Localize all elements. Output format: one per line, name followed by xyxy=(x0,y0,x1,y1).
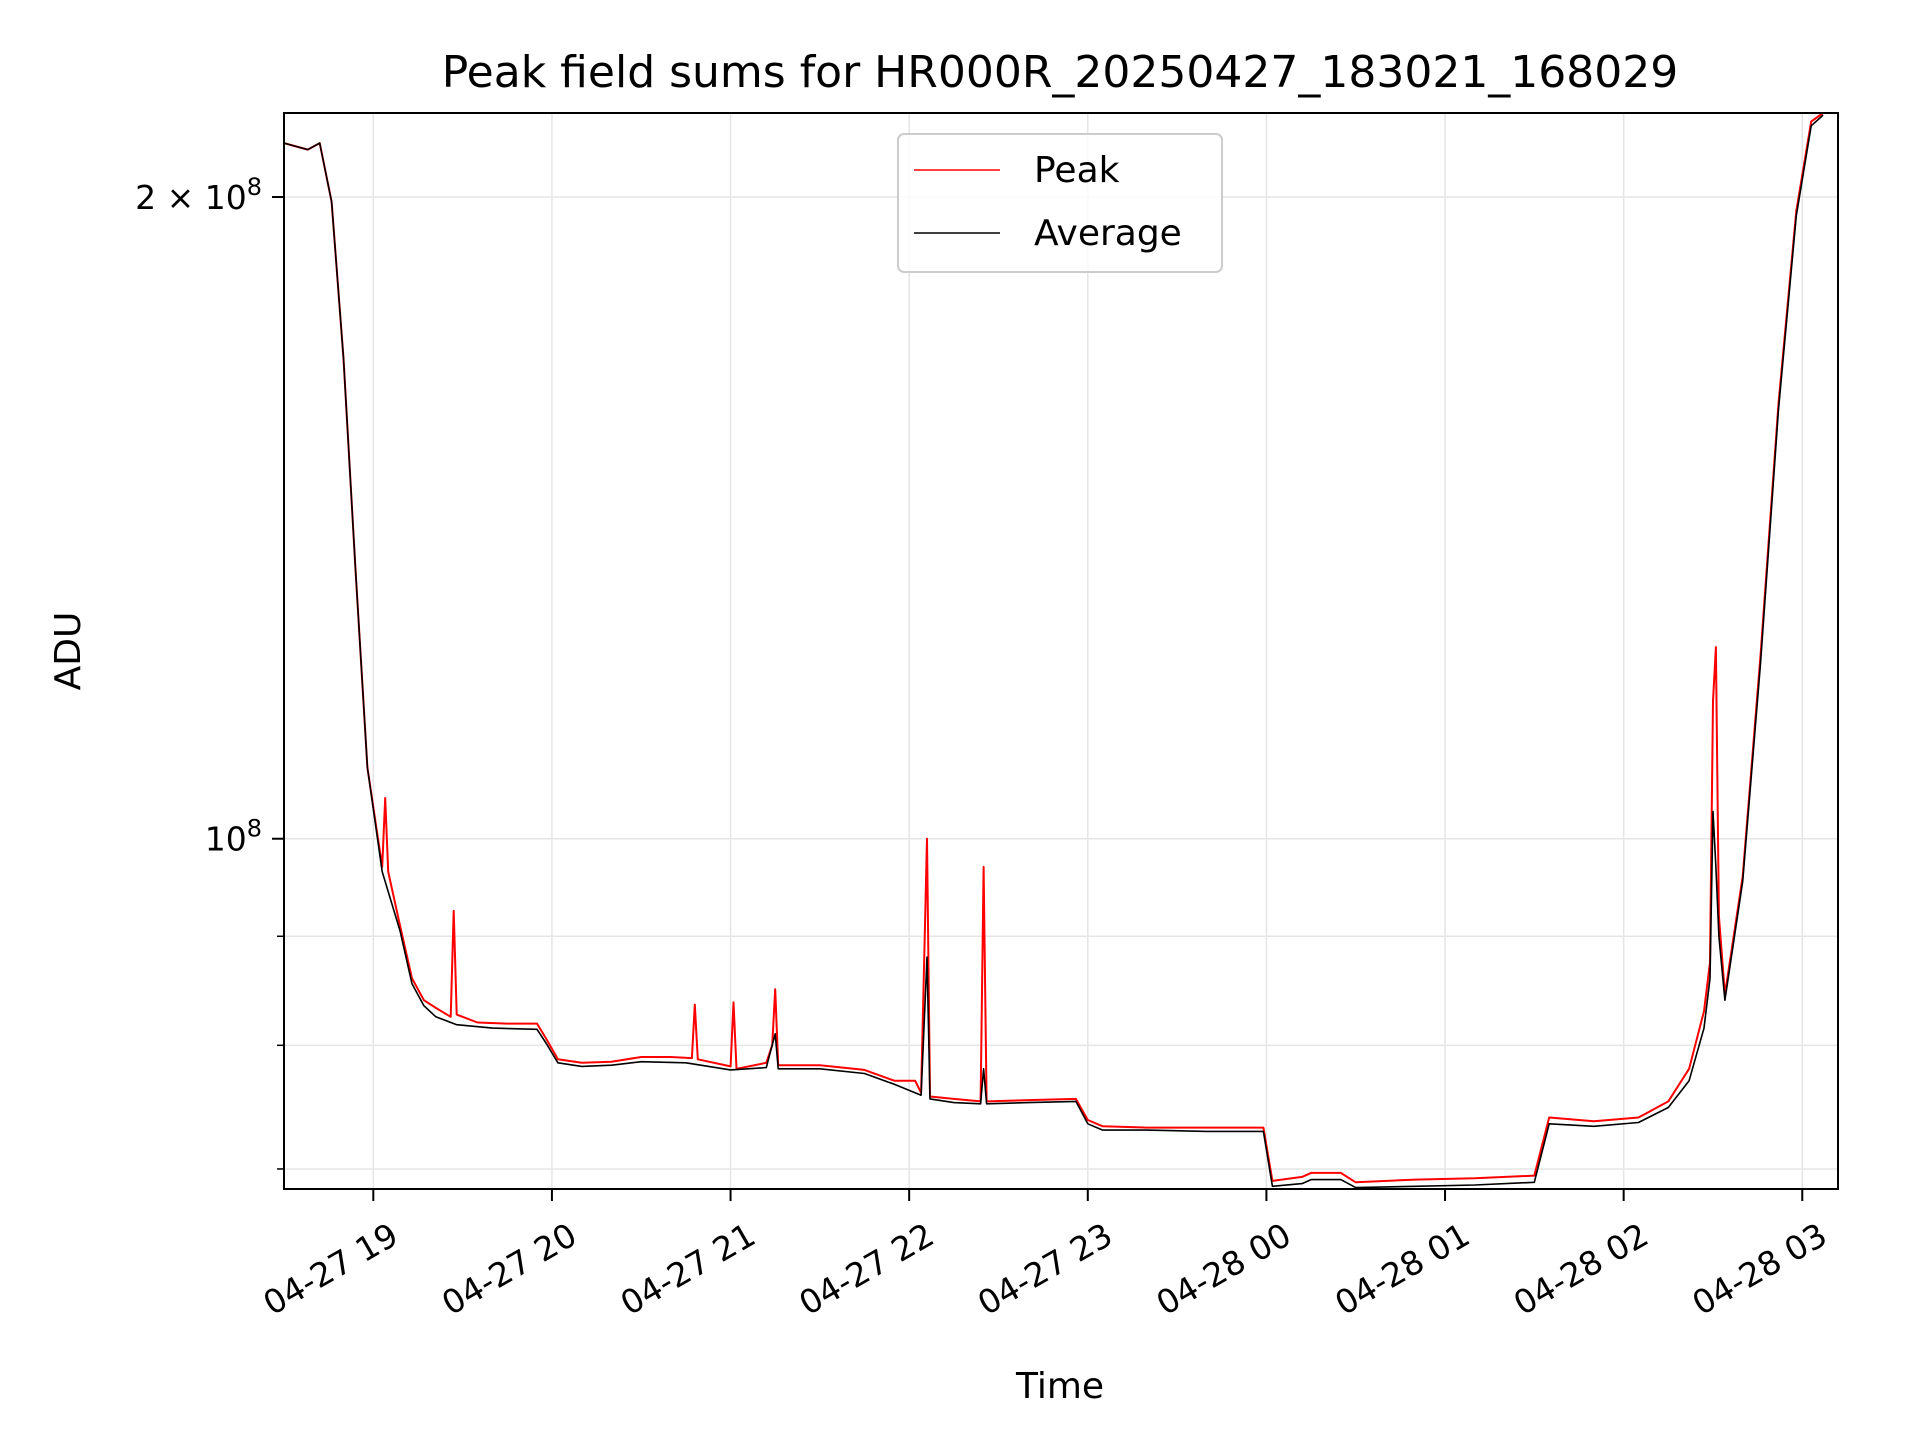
series-layer xyxy=(283,112,1824,1189)
y-tick-label: 2 × 108 xyxy=(135,173,262,217)
legend-box xyxy=(897,133,1223,273)
x-axis-title: Time xyxy=(1015,1366,1104,1407)
y-tick-label-base: 2 × 10 xyxy=(135,178,247,217)
y-tick-label: 108 xyxy=(205,815,262,859)
y-axis-title: ADU xyxy=(48,612,89,691)
legend: Peak Average xyxy=(897,133,1223,273)
y-tick-label-base: 10 xyxy=(205,820,247,859)
series-line-peak xyxy=(283,112,1824,1184)
legend-label-average: Average xyxy=(1034,213,1182,254)
series-line-average xyxy=(283,114,1824,1189)
chart-title: Peak field sums for HR000R_20250427_1830… xyxy=(442,47,1679,98)
plot-frame xyxy=(283,112,1839,1190)
legend-label-peak: Peak xyxy=(1034,150,1120,191)
y-tick-label-exponent: 8 xyxy=(247,815,262,843)
y-tick-label-exponent: 8 xyxy=(247,173,262,201)
